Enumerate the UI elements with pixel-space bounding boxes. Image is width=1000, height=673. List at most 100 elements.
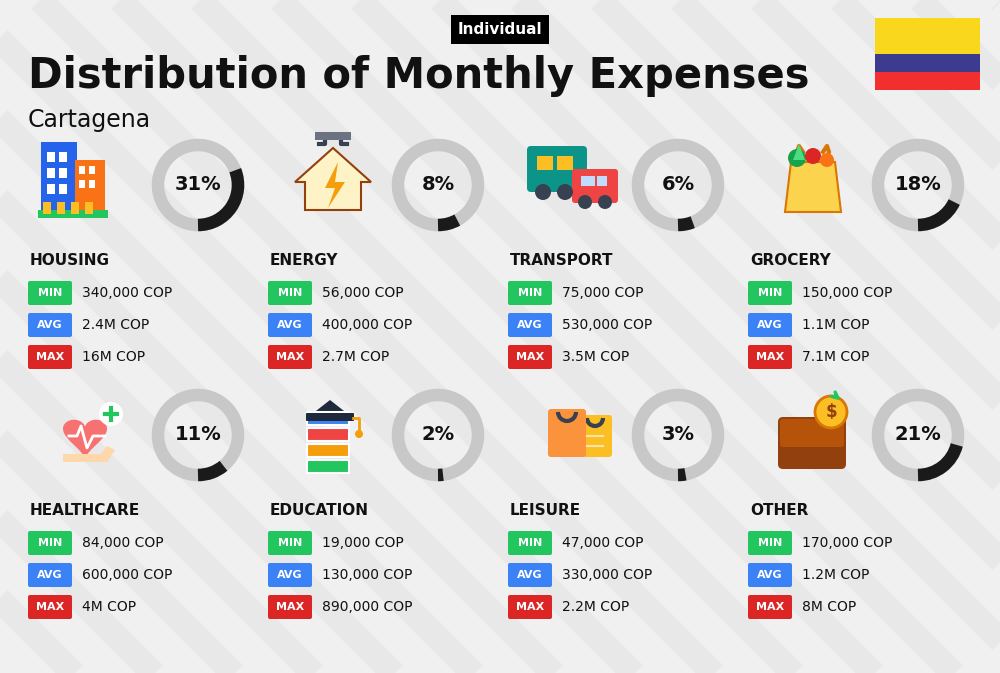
- Bar: [325, 410, 335, 422]
- FancyBboxPatch shape: [748, 595, 792, 619]
- Text: 600,000 COP: 600,000 COP: [82, 568, 172, 582]
- Text: 19,000 COP: 19,000 COP: [322, 536, 404, 550]
- Circle shape: [355, 430, 363, 438]
- Text: MIN: MIN: [278, 288, 302, 298]
- Text: Cartagena: Cartagena: [28, 108, 151, 132]
- Text: AVG: AVG: [277, 570, 303, 580]
- Text: 1.2M COP: 1.2M COP: [802, 568, 869, 582]
- Bar: [79, 180, 85, 188]
- Text: 170,000 COP: 170,000 COP: [802, 536, 892, 550]
- Circle shape: [788, 149, 806, 167]
- Text: MAX: MAX: [756, 352, 784, 362]
- Circle shape: [820, 153, 834, 167]
- Circle shape: [805, 148, 821, 164]
- Text: 6%: 6%: [661, 176, 695, 194]
- FancyBboxPatch shape: [268, 531, 312, 555]
- Text: EDUCATION: EDUCATION: [270, 503, 369, 518]
- FancyBboxPatch shape: [268, 563, 312, 587]
- Text: 2.4M COP: 2.4M COP: [82, 318, 149, 332]
- Polygon shape: [295, 148, 371, 210]
- Text: 18%: 18%: [895, 176, 941, 194]
- Text: 47,000 COP: 47,000 COP: [562, 536, 644, 550]
- FancyBboxPatch shape: [556, 415, 590, 457]
- Polygon shape: [325, 162, 345, 208]
- Text: MIN: MIN: [278, 538, 302, 548]
- Polygon shape: [785, 162, 841, 212]
- FancyBboxPatch shape: [778, 417, 846, 469]
- Text: AVG: AVG: [37, 320, 63, 330]
- Text: AVG: AVG: [757, 320, 783, 330]
- Text: 2.7M COP: 2.7M COP: [322, 350, 389, 364]
- FancyBboxPatch shape: [508, 595, 552, 619]
- Text: 8M COP: 8M COP: [802, 600, 856, 614]
- Circle shape: [815, 396, 847, 428]
- Text: 400,000 COP: 400,000 COP: [322, 318, 412, 332]
- Text: $: $: [825, 403, 837, 421]
- FancyBboxPatch shape: [780, 419, 844, 447]
- FancyBboxPatch shape: [748, 281, 792, 305]
- Bar: [59, 184, 67, 194]
- Bar: [71, 202, 79, 214]
- Text: MIN: MIN: [38, 538, 62, 548]
- Text: OTHER: OTHER: [750, 503, 808, 518]
- Text: 330,000 COP: 330,000 COP: [562, 568, 652, 582]
- Bar: [85, 202, 93, 214]
- FancyBboxPatch shape: [28, 595, 72, 619]
- FancyBboxPatch shape: [548, 409, 586, 457]
- Text: 130,000 COP: 130,000 COP: [322, 568, 412, 582]
- Text: 530,000 COP: 530,000 COP: [562, 318, 652, 332]
- Bar: [57, 202, 65, 214]
- Text: 3%: 3%: [662, 425, 694, 444]
- Text: 31%: 31%: [175, 176, 221, 194]
- Text: MAX: MAX: [516, 602, 544, 612]
- Text: 84,000 COP: 84,000 COP: [82, 536, 164, 550]
- Text: 75,000 COP: 75,000 COP: [562, 286, 644, 300]
- Bar: [47, 152, 55, 162]
- FancyBboxPatch shape: [508, 345, 552, 369]
- FancyBboxPatch shape: [578, 415, 612, 457]
- FancyBboxPatch shape: [268, 313, 312, 337]
- Text: 2%: 2%: [421, 425, 455, 444]
- FancyBboxPatch shape: [268, 595, 312, 619]
- FancyBboxPatch shape: [306, 413, 354, 421]
- Text: Individual: Individual: [458, 22, 542, 37]
- Circle shape: [99, 402, 123, 426]
- Bar: [537, 156, 553, 170]
- Text: MAX: MAX: [36, 602, 64, 612]
- Bar: [38, 210, 108, 218]
- FancyBboxPatch shape: [572, 169, 618, 203]
- Text: MIN: MIN: [38, 288, 62, 298]
- Bar: [47, 184, 55, 194]
- Bar: [79, 166, 85, 174]
- FancyBboxPatch shape: [508, 531, 552, 555]
- Text: 2.2M COP: 2.2M COP: [562, 600, 629, 614]
- Bar: [47, 168, 55, 178]
- Polygon shape: [63, 420, 107, 459]
- Bar: [41, 142, 77, 210]
- Circle shape: [557, 184, 573, 200]
- FancyBboxPatch shape: [28, 531, 72, 555]
- Text: AVG: AVG: [517, 320, 543, 330]
- Text: MAX: MAX: [756, 602, 784, 612]
- Bar: [581, 176, 595, 186]
- FancyBboxPatch shape: [508, 563, 552, 587]
- Bar: [307, 428, 349, 441]
- Text: 56,000 COP: 56,000 COP: [322, 286, 404, 300]
- Bar: [43, 202, 51, 214]
- Text: LEISURE: LEISURE: [510, 503, 581, 518]
- Bar: [89, 180, 95, 188]
- Text: 3.5M COP: 3.5M COP: [562, 350, 629, 364]
- Text: MAX: MAX: [276, 352, 304, 362]
- Text: AVG: AVG: [37, 570, 63, 580]
- Text: ENERGY: ENERGY: [270, 253, 338, 268]
- FancyBboxPatch shape: [748, 531, 792, 555]
- Text: MIN: MIN: [758, 288, 782, 298]
- FancyBboxPatch shape: [268, 345, 312, 369]
- Circle shape: [578, 195, 592, 209]
- Text: 16M COP: 16M COP: [82, 350, 145, 364]
- Polygon shape: [63, 446, 115, 462]
- Bar: [557, 156, 573, 170]
- FancyBboxPatch shape: [28, 563, 72, 587]
- FancyBboxPatch shape: [748, 345, 792, 369]
- FancyBboxPatch shape: [527, 146, 587, 192]
